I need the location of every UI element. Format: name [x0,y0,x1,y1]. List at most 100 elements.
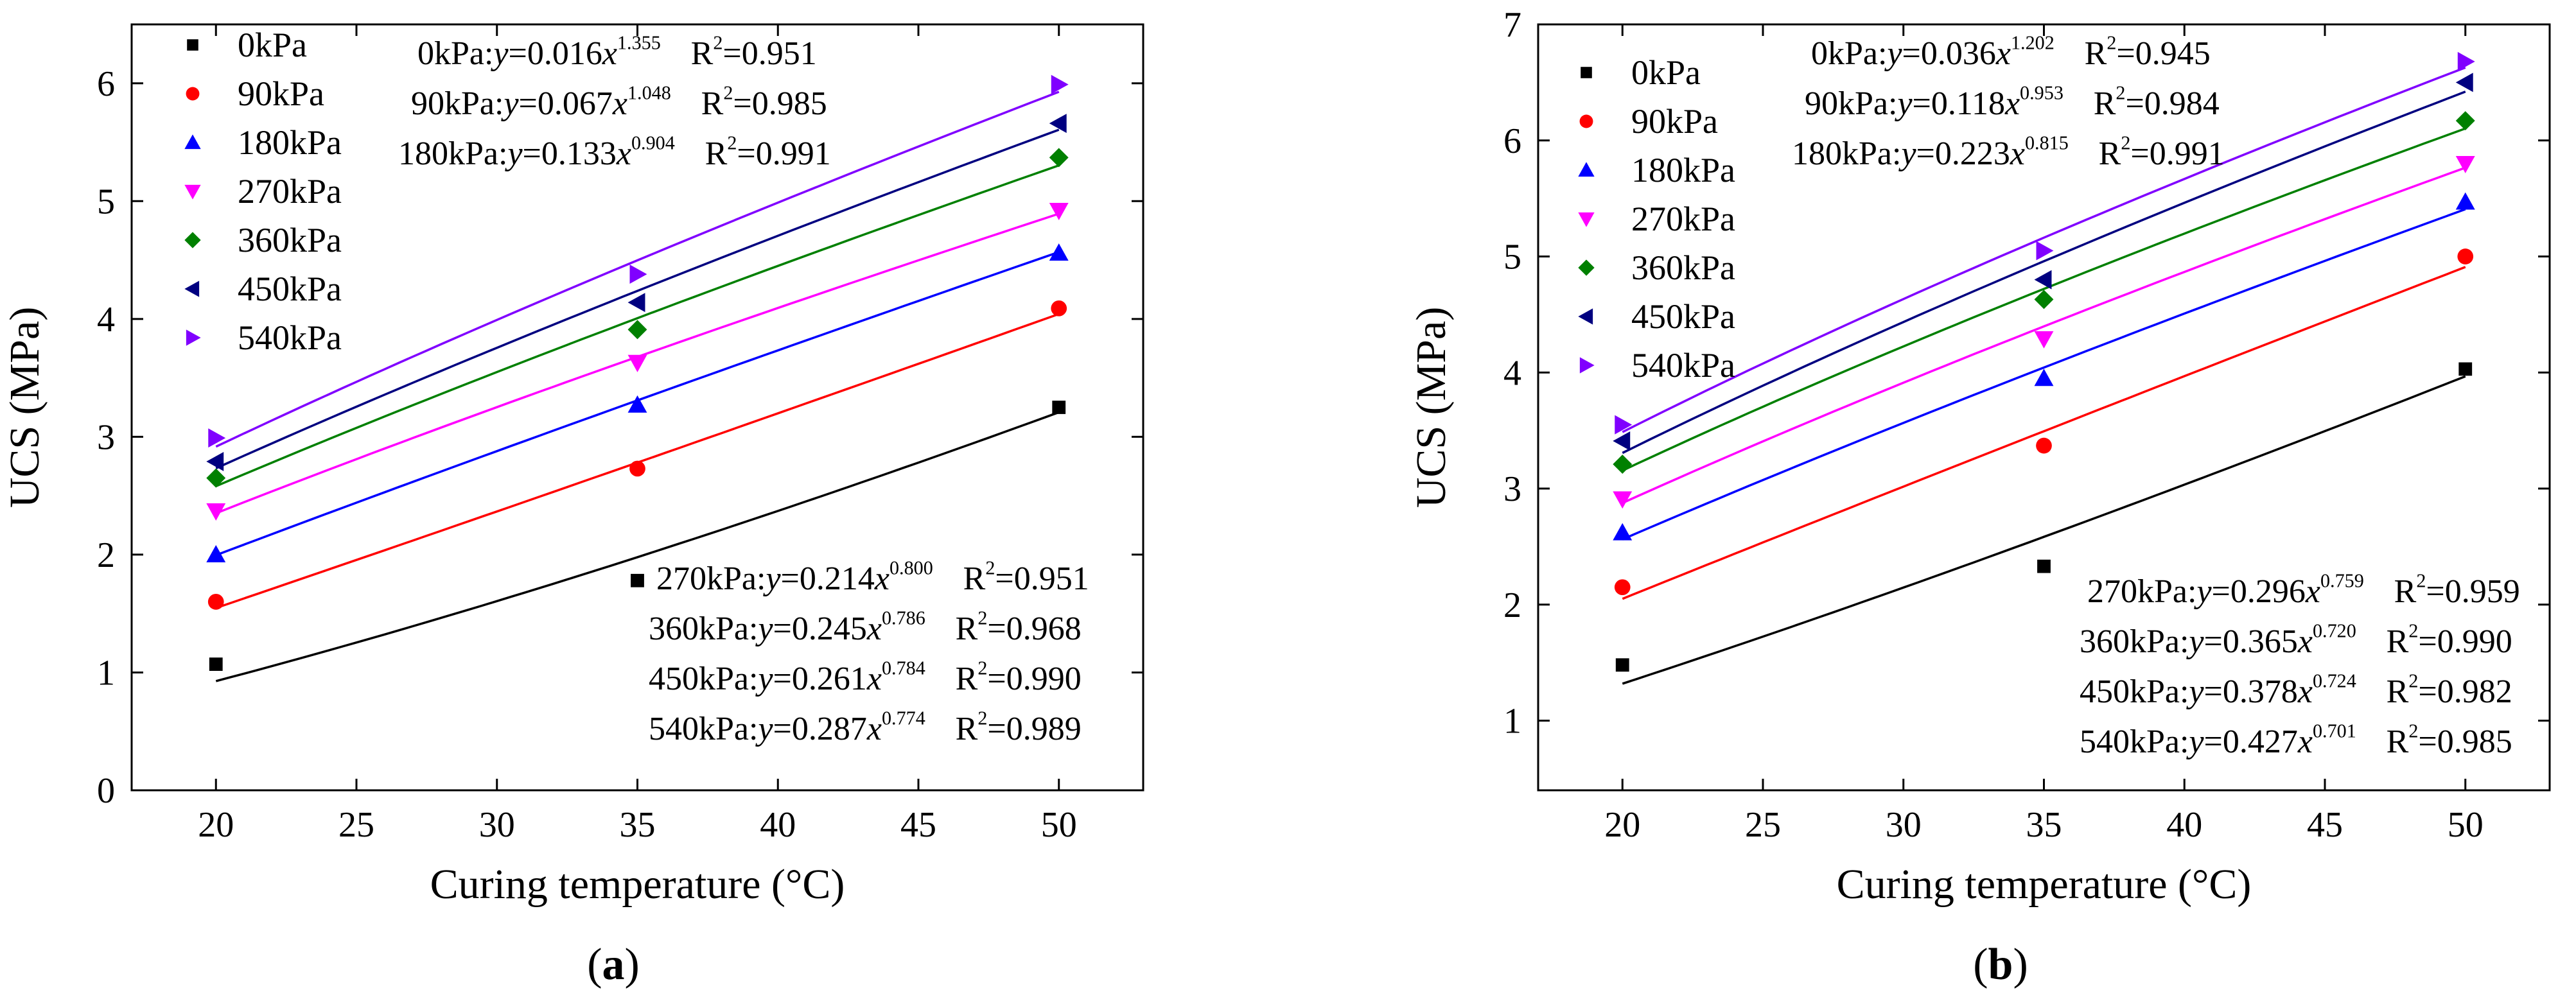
equation-label: 180kPa: [1792,135,1901,172]
r2-superscript: 2 [2107,32,2116,54]
equation-x: x [2297,623,2313,660]
y-tick-label: 6 [1503,121,1521,161]
fit-equation: 270kPa:y=0.296x0.759 R2=0.959 [2087,570,2520,610]
equation-y: y [1884,35,1902,72]
equation-label: 450kPa: [2080,673,2189,710]
data-point-0kPa [1615,658,1629,672]
equation-eq: = [773,661,792,697]
data-point-540kPa [629,265,647,284]
equation-y: y [755,661,773,697]
equation-y: y [2186,673,2204,710]
fit-equation: 360kPa:y=0.365x0.720 R2=0.990 [2080,620,2512,660]
equation-x: x [2004,85,2020,122]
data-point-90kPa [207,593,224,610]
r2-value: 0.984 [2144,85,2220,122]
y-tick-label: 0 [97,771,115,811]
equation-x: x [2297,673,2313,710]
equation-eq: = [1913,85,1931,122]
r2-label: R [963,560,986,597]
y-tick-label: 1 [1503,702,1521,741]
equation-eq: = [1902,35,1921,72]
equation-exponent: 1.202 [2011,32,2055,54]
data-point-270kPa [2455,155,2475,173]
equation-label: 90kPa: [411,85,504,122]
fit-line-0kPa [1622,375,2466,685]
panel-label-close: ) [2013,940,2028,989]
r2-eq: = [987,711,1006,747]
r2-eq: = [2426,573,2444,610]
r2-superscript: 2 [985,557,995,579]
equation-coef: 0.118 [1931,85,2005,122]
equation-x: x [866,611,882,647]
r2-value: 0.951 [1014,560,1089,597]
r2-value: 0.990 [1006,661,1082,697]
equation-exponent: 0.759 [2320,570,2364,592]
y-tick-label: 2 [1503,585,1521,625]
legend-marker-90kPa [186,87,200,101]
r2-eq: = [2116,35,2135,72]
data-point-180kPa [627,395,647,413]
equation-y: y [490,35,509,72]
equation-label: 90kPa: [1805,85,1897,122]
fit-equation: 540kPa:y=0.427x0.701 R2=0.985 [2080,720,2512,760]
legend-label: 360kPa [238,221,342,259]
data-point-0kPa [2037,559,2051,573]
equation-coef: 0.133 [541,135,617,172]
data-point-360kPa [1049,148,1069,168]
legend-marker-0kPa [1581,67,1592,78]
equation-eq: = [773,711,792,747]
equation-y: y [762,560,781,597]
r2-value: 0.990 [2437,623,2512,660]
x-tick-label: 40 [2166,805,2202,845]
fit-equation: 450kPa:y=0.378x0.724 R2=0.982 [2080,670,2512,710]
x-tick-label: 25 [1745,805,1781,845]
legend-marker-180kPa [184,134,201,150]
r2-eq: = [733,85,751,122]
equation-eq: = [1916,135,1935,172]
data-point-540kPa [1615,415,1633,435]
equation-label: 0kPa: [1811,35,1887,72]
equation-label: 450kPa: [649,661,758,697]
panel-label: (a) [587,940,640,989]
equation-label: 360kPa: [2080,623,2189,660]
r2-value: 0.982 [2437,673,2512,710]
legend: 0kPa 90kPa 180kPa 270kPa 360kPa 450kPa 540kPa [184,26,342,357]
y-tick-label: 5 [97,182,115,221]
panel-label-open: ( [1973,940,1988,989]
fit-equation: 270kPa:y=0.214x0.800 R2=0.951 [656,557,1089,597]
equation-eq: = [781,560,800,597]
equation-y: y [755,711,773,747]
y-tick-label: 5 [1503,238,1521,277]
equation-eq: = [523,135,541,172]
r2-superscript: 2 [977,707,987,729]
fit-line-180kPa [1622,208,2466,541]
equation-y: y [2193,573,2212,610]
data-point-360kPa [206,468,226,488]
fit-equation: 0kPa:y=0.016x1.355 R2=0.951 [417,32,817,72]
legend-marker-360kPa [184,232,201,248]
r2-superscript: 2 [977,657,987,679]
x-axis-title: Curing temperature (°C) [430,861,845,908]
r2-value: 0.951 [742,35,817,72]
data-point-450kPa [1613,431,1631,451]
r2-superscript: 2 [2408,720,2418,742]
r2-label: R [2394,573,2417,610]
data-point-90kPa [629,460,645,477]
equation-y: y [504,135,523,172]
equation-coef: 0.016 [527,35,602,72]
x-axis-title: Curing temperature (°C) [1837,861,2252,908]
x-tick-label: 45 [2307,805,2343,845]
data-point-540kPa [2457,51,2475,71]
data-point-450kPa [1049,114,1067,134]
equation-exponent: 0.720 [2313,620,2356,642]
data-point-180kPa [206,544,226,562]
equation-coef: 0.067 [538,85,613,122]
data-point-90kPa [2457,248,2474,265]
fit-equation: 180kPa:y=0.223x0.815 R2=0.991 [1792,132,2225,172]
r2-superscript: 2 [713,32,723,54]
r2-eq: = [2418,623,2437,660]
fit-line-270kPa [1622,166,2466,505]
equation-x: x [616,135,631,172]
